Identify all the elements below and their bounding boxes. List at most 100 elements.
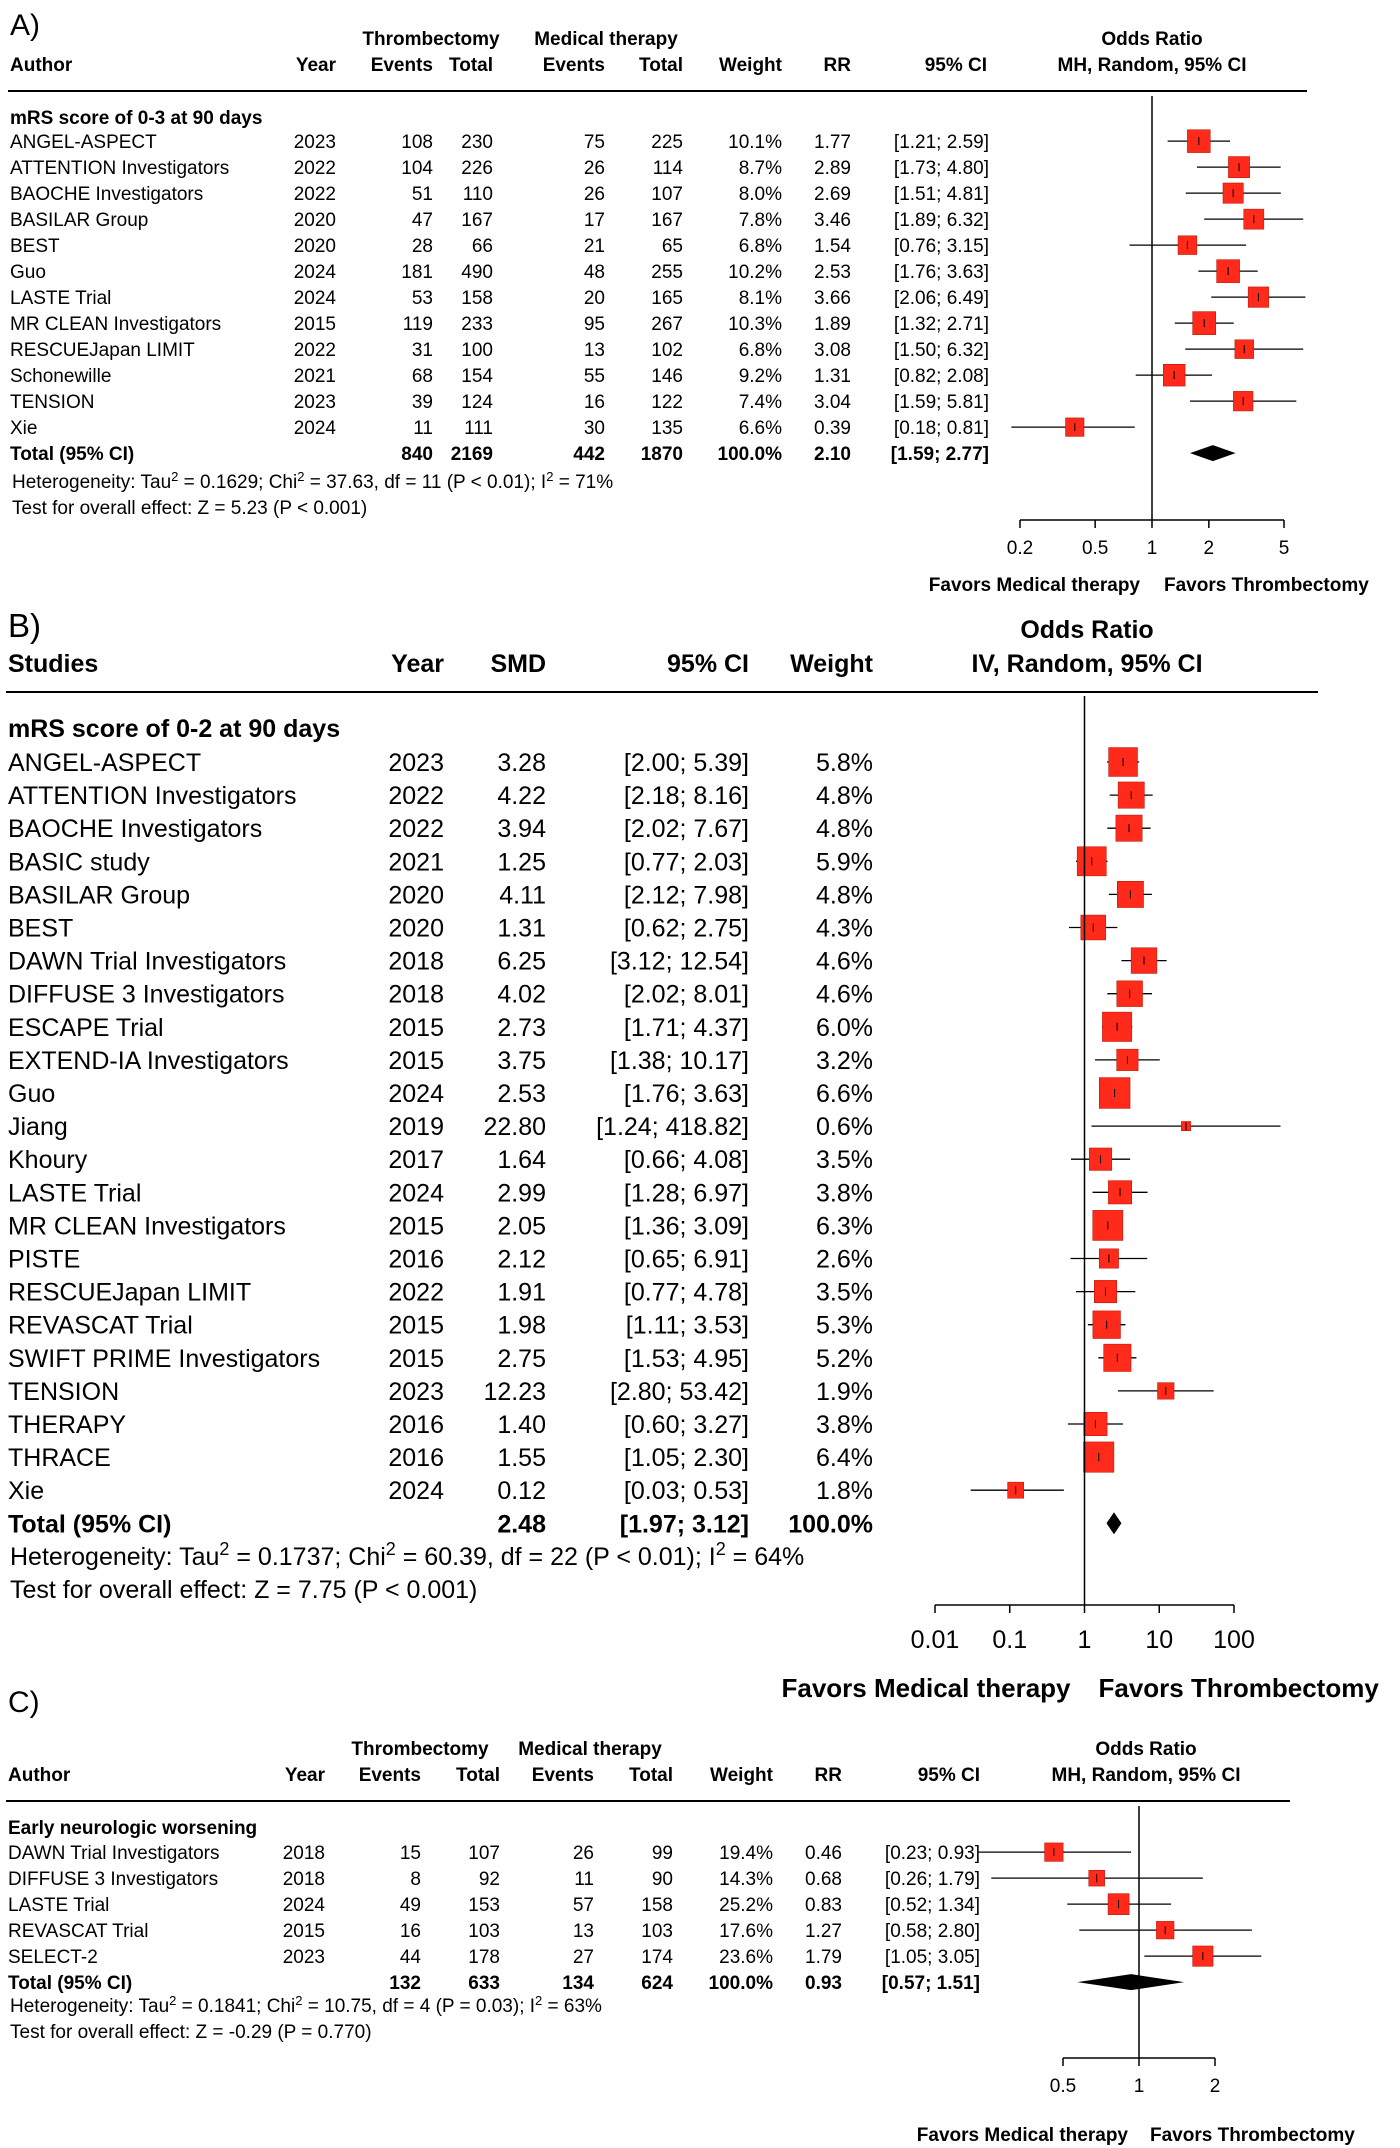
study-est_label: 1.77 xyxy=(814,132,851,153)
study-tot2: 267 xyxy=(651,314,683,335)
study-year: 2020 xyxy=(388,915,444,943)
study-name: DAWN Trial Investigators xyxy=(8,948,286,976)
study-ev1: 51 xyxy=(412,184,433,205)
study-name: BASILAR Group xyxy=(8,881,190,909)
study-name: SWIFT PRIME Investigators xyxy=(8,1345,320,1373)
x-tick-label: 10 xyxy=(1145,1626,1173,1654)
group-header-medical-therapy: Medical therapy xyxy=(534,29,678,50)
study-weight: 4.6% xyxy=(816,981,873,1009)
study-est_label: 4.22 xyxy=(497,782,546,810)
study-name: PISTE xyxy=(8,1246,80,1274)
study-est_label: 0.39 xyxy=(814,418,851,439)
study-ci_label: [2.12; 7.98] xyxy=(624,881,749,909)
study-tot1: 154 xyxy=(461,366,493,387)
study-name: REVASCAT Trial xyxy=(8,1312,193,1340)
study-tot1: 158 xyxy=(461,288,493,309)
heterogeneity-part: Heterogeneity: Tau xyxy=(12,472,171,493)
study-year: 2022 xyxy=(294,184,336,205)
study-ev2: 55 xyxy=(584,366,605,387)
study-ev2: 11 xyxy=(574,1869,594,1890)
panel-label: B) xyxy=(8,607,41,644)
column-header: Weight xyxy=(710,1765,774,1786)
study-tot1: 178 xyxy=(468,1947,500,1968)
study-tot2: 165 xyxy=(651,288,683,309)
study-ci_label: [1.32; 2.71] xyxy=(894,314,989,335)
study-name: Xie xyxy=(10,418,37,439)
study-name: BASIC study xyxy=(8,848,150,876)
study-year: 2020 xyxy=(294,210,336,231)
study-weight: 5.3% xyxy=(816,1312,873,1340)
summary-diamond xyxy=(1106,1512,1122,1535)
total-ev1: 132 xyxy=(389,1973,421,1994)
study-name: ATTENTION Investigators xyxy=(8,782,297,810)
total-name: Total (95% CI) xyxy=(10,444,134,465)
study-name: Jiang xyxy=(8,1113,68,1141)
study-tot2: 90 xyxy=(652,1869,673,1890)
study-est_label: 0.83 xyxy=(805,1895,842,1916)
study-tot1: 107 xyxy=(468,1843,500,1864)
x-tick-label: 0.2 xyxy=(1007,538,1033,559)
study-est_label: 12.23 xyxy=(483,1378,546,1406)
study-ci_label: [2.02; 7.67] xyxy=(624,815,749,843)
heterogeneity-part: Heterogeneity: Tau xyxy=(10,1996,169,2017)
study-year: 2024 xyxy=(294,288,337,309)
study-tot1: 167 xyxy=(461,210,493,231)
favors-right-label: Favors Thrombectomy xyxy=(1150,2125,1355,2146)
study-year: 2015 xyxy=(283,1921,325,1942)
study-year: 2015 xyxy=(388,1047,444,1075)
study-ev1: 28 xyxy=(412,236,433,257)
study-tot1: 92 xyxy=(479,1869,500,1890)
x-tick-label: 0.5 xyxy=(1050,2076,1076,2097)
heterogeneity-part: Heterogeneity: Tau xyxy=(10,1543,219,1571)
study-ci_label: [0.66; 4.08] xyxy=(624,1146,749,1174)
overall-effect-text: Test for overall effect: Z = 7.75 (P < 0… xyxy=(10,1576,477,1604)
study-ev2: 95 xyxy=(584,314,605,335)
column-header: Total xyxy=(629,1765,673,1786)
study-ev1: 119 xyxy=(403,314,433,335)
study-weight: 8.1% xyxy=(739,288,782,309)
total-est_label: 2.48 xyxy=(497,1510,546,1538)
study-year: 2023 xyxy=(388,1378,444,1406)
study-name: BEST xyxy=(10,236,60,257)
study-ev1: 108 xyxy=(401,132,433,153)
study-year: 2020 xyxy=(294,236,336,257)
study-ci_label: [1.38; 10.17] xyxy=(610,1047,749,1075)
study-tot2: 99 xyxy=(652,1843,673,1864)
study-ci_label: [1.21; 2.59] xyxy=(894,132,989,153)
study-year: 2022 xyxy=(388,1279,444,1307)
study-ev1: 68 xyxy=(412,366,433,387)
study-name: THERAPY xyxy=(8,1411,126,1439)
plot-title: Odds Ratio xyxy=(1101,29,1202,50)
plot-subtitle: IV, Random, 95% CI xyxy=(971,650,1202,678)
total-ev2: 442 xyxy=(573,444,605,465)
study-ci_label: [0.18; 0.81] xyxy=(894,418,989,439)
study-weight: 5.2% xyxy=(816,1345,873,1373)
study-est_label: 1.55 xyxy=(497,1444,546,1472)
study-ci_label: [2.00; 5.39] xyxy=(624,749,749,777)
study-est_label: 1.25 xyxy=(497,848,546,876)
column-header: Weight xyxy=(719,55,783,76)
study-tot2: 255 xyxy=(651,262,683,283)
study-ev1: 181 xyxy=(401,262,433,283)
study-year: 2019 xyxy=(388,1113,444,1141)
study-est_label: 0.12 xyxy=(497,1477,546,1505)
heterogeneity-part: = 0.1629; Chi xyxy=(178,472,297,493)
study-tot2: 146 xyxy=(651,366,683,387)
total-name: Total (95% CI) xyxy=(8,1973,132,1994)
total-tot1: 2169 xyxy=(451,444,493,465)
study-tot2: 107 xyxy=(651,184,683,205)
study-name: Khoury xyxy=(8,1146,88,1174)
study-name: RESCUEJapan LIMIT xyxy=(8,1279,251,1307)
column-header: 95% CI xyxy=(925,55,987,76)
superscript: 2 xyxy=(535,1993,542,2008)
study-year: 2018 xyxy=(388,981,444,1009)
study-est_label: 3.94 xyxy=(497,815,546,843)
study-tot2: 102 xyxy=(651,340,683,361)
heterogeneity-part: = 63% xyxy=(542,1996,602,2017)
total-weight: 100.0% xyxy=(788,1510,873,1538)
study-ci_label: [2.02; 8.01] xyxy=(624,981,749,1009)
study-ci_label: [1.36; 3.09] xyxy=(624,1212,749,1240)
column-header: Year xyxy=(391,650,444,678)
study-weight: 5.9% xyxy=(816,848,873,876)
heterogeneity-text: Heterogeneity: Tau2 = 0.1841; Chi2 = 10.… xyxy=(10,1993,602,2018)
